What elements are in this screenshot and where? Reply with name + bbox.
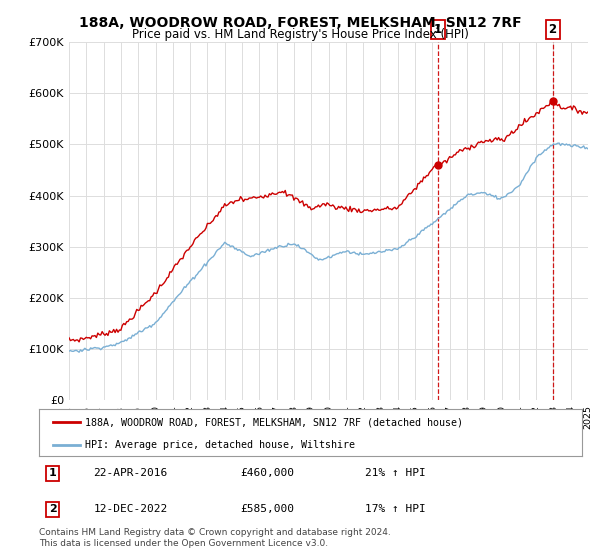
Text: Contains HM Land Registry data © Crown copyright and database right 2024.: Contains HM Land Registry data © Crown c… bbox=[39, 528, 391, 536]
Text: 2: 2 bbox=[548, 24, 557, 36]
Text: 21% ↑ HPI: 21% ↑ HPI bbox=[365, 468, 425, 478]
Text: HPI: Average price, detached house, Wiltshire: HPI: Average price, detached house, Wilt… bbox=[85, 440, 355, 450]
Text: Price paid vs. HM Land Registry's House Price Index (HPI): Price paid vs. HM Land Registry's House … bbox=[131, 28, 469, 41]
Text: 12-DEC-2022: 12-DEC-2022 bbox=[94, 505, 167, 515]
Text: £585,000: £585,000 bbox=[240, 505, 294, 515]
Text: 2: 2 bbox=[49, 505, 56, 515]
Text: £460,000: £460,000 bbox=[240, 468, 294, 478]
Text: 17% ↑ HPI: 17% ↑ HPI bbox=[365, 505, 425, 515]
Text: 22-APR-2016: 22-APR-2016 bbox=[94, 468, 167, 478]
Text: This data is licensed under the Open Government Licence v3.0.: This data is licensed under the Open Gov… bbox=[39, 539, 328, 548]
Text: 1: 1 bbox=[49, 468, 56, 478]
Text: 1: 1 bbox=[434, 24, 442, 36]
Text: 188A, WOODROW ROAD, FOREST, MELKSHAM, SN12 7RF (detached house): 188A, WOODROW ROAD, FOREST, MELKSHAM, SN… bbox=[85, 417, 463, 427]
Text: 188A, WOODROW ROAD, FOREST, MELKSHAM, SN12 7RF: 188A, WOODROW ROAD, FOREST, MELKSHAM, SN… bbox=[79, 16, 521, 30]
